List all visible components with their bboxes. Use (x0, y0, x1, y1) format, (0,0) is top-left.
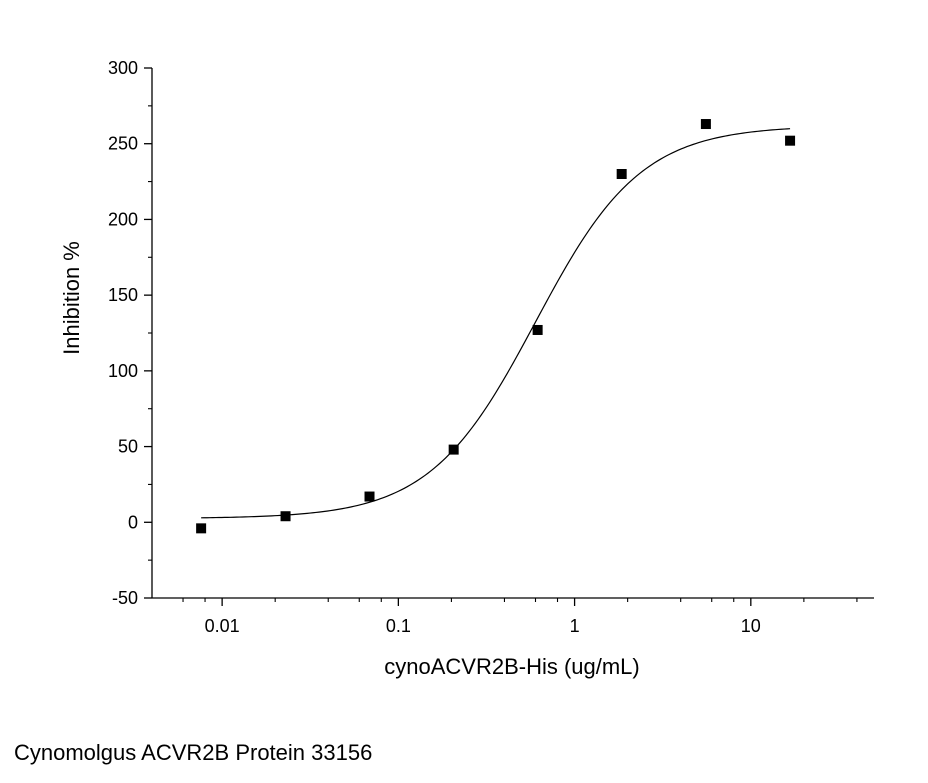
data-point (785, 135, 796, 146)
y-tick-label: 250 (108, 134, 138, 154)
y-tick-label: -50 (112, 588, 138, 608)
axes: -50 0 50 100 150 200 250 300 0.01 0.1 1 10 (108, 58, 874, 636)
y-tick-label: 150 (108, 285, 138, 305)
x-tick-label: 10 (741, 616, 761, 636)
data-point (700, 119, 711, 130)
x-tick-label: 1 (570, 616, 580, 636)
y-tick-label: 300 (108, 58, 138, 78)
figure-caption: Cynomolgus ACVR2B Protein 33156 (14, 740, 373, 765)
data-point (616, 169, 627, 179)
data-points (196, 119, 796, 534)
data-point (532, 324, 543, 335)
data-point (448, 444, 459, 455)
x-axis-title: cynoACVR2B-His (ug/mL) (384, 654, 640, 679)
y-tick-label: 100 (108, 361, 138, 381)
y-tick-label: 0 (128, 512, 138, 532)
data-point (364, 491, 375, 502)
data-point (196, 523, 207, 534)
fit-curve (201, 128, 791, 519)
y-axis-title: Inhibition % (59, 241, 84, 355)
y-tick-label: 50 (118, 437, 138, 457)
x-tick-label: 0.1 (386, 616, 411, 636)
y-tick-label: 200 (108, 209, 138, 229)
x-tick-label: 0.01 (205, 616, 240, 636)
data-point (280, 511, 291, 522)
